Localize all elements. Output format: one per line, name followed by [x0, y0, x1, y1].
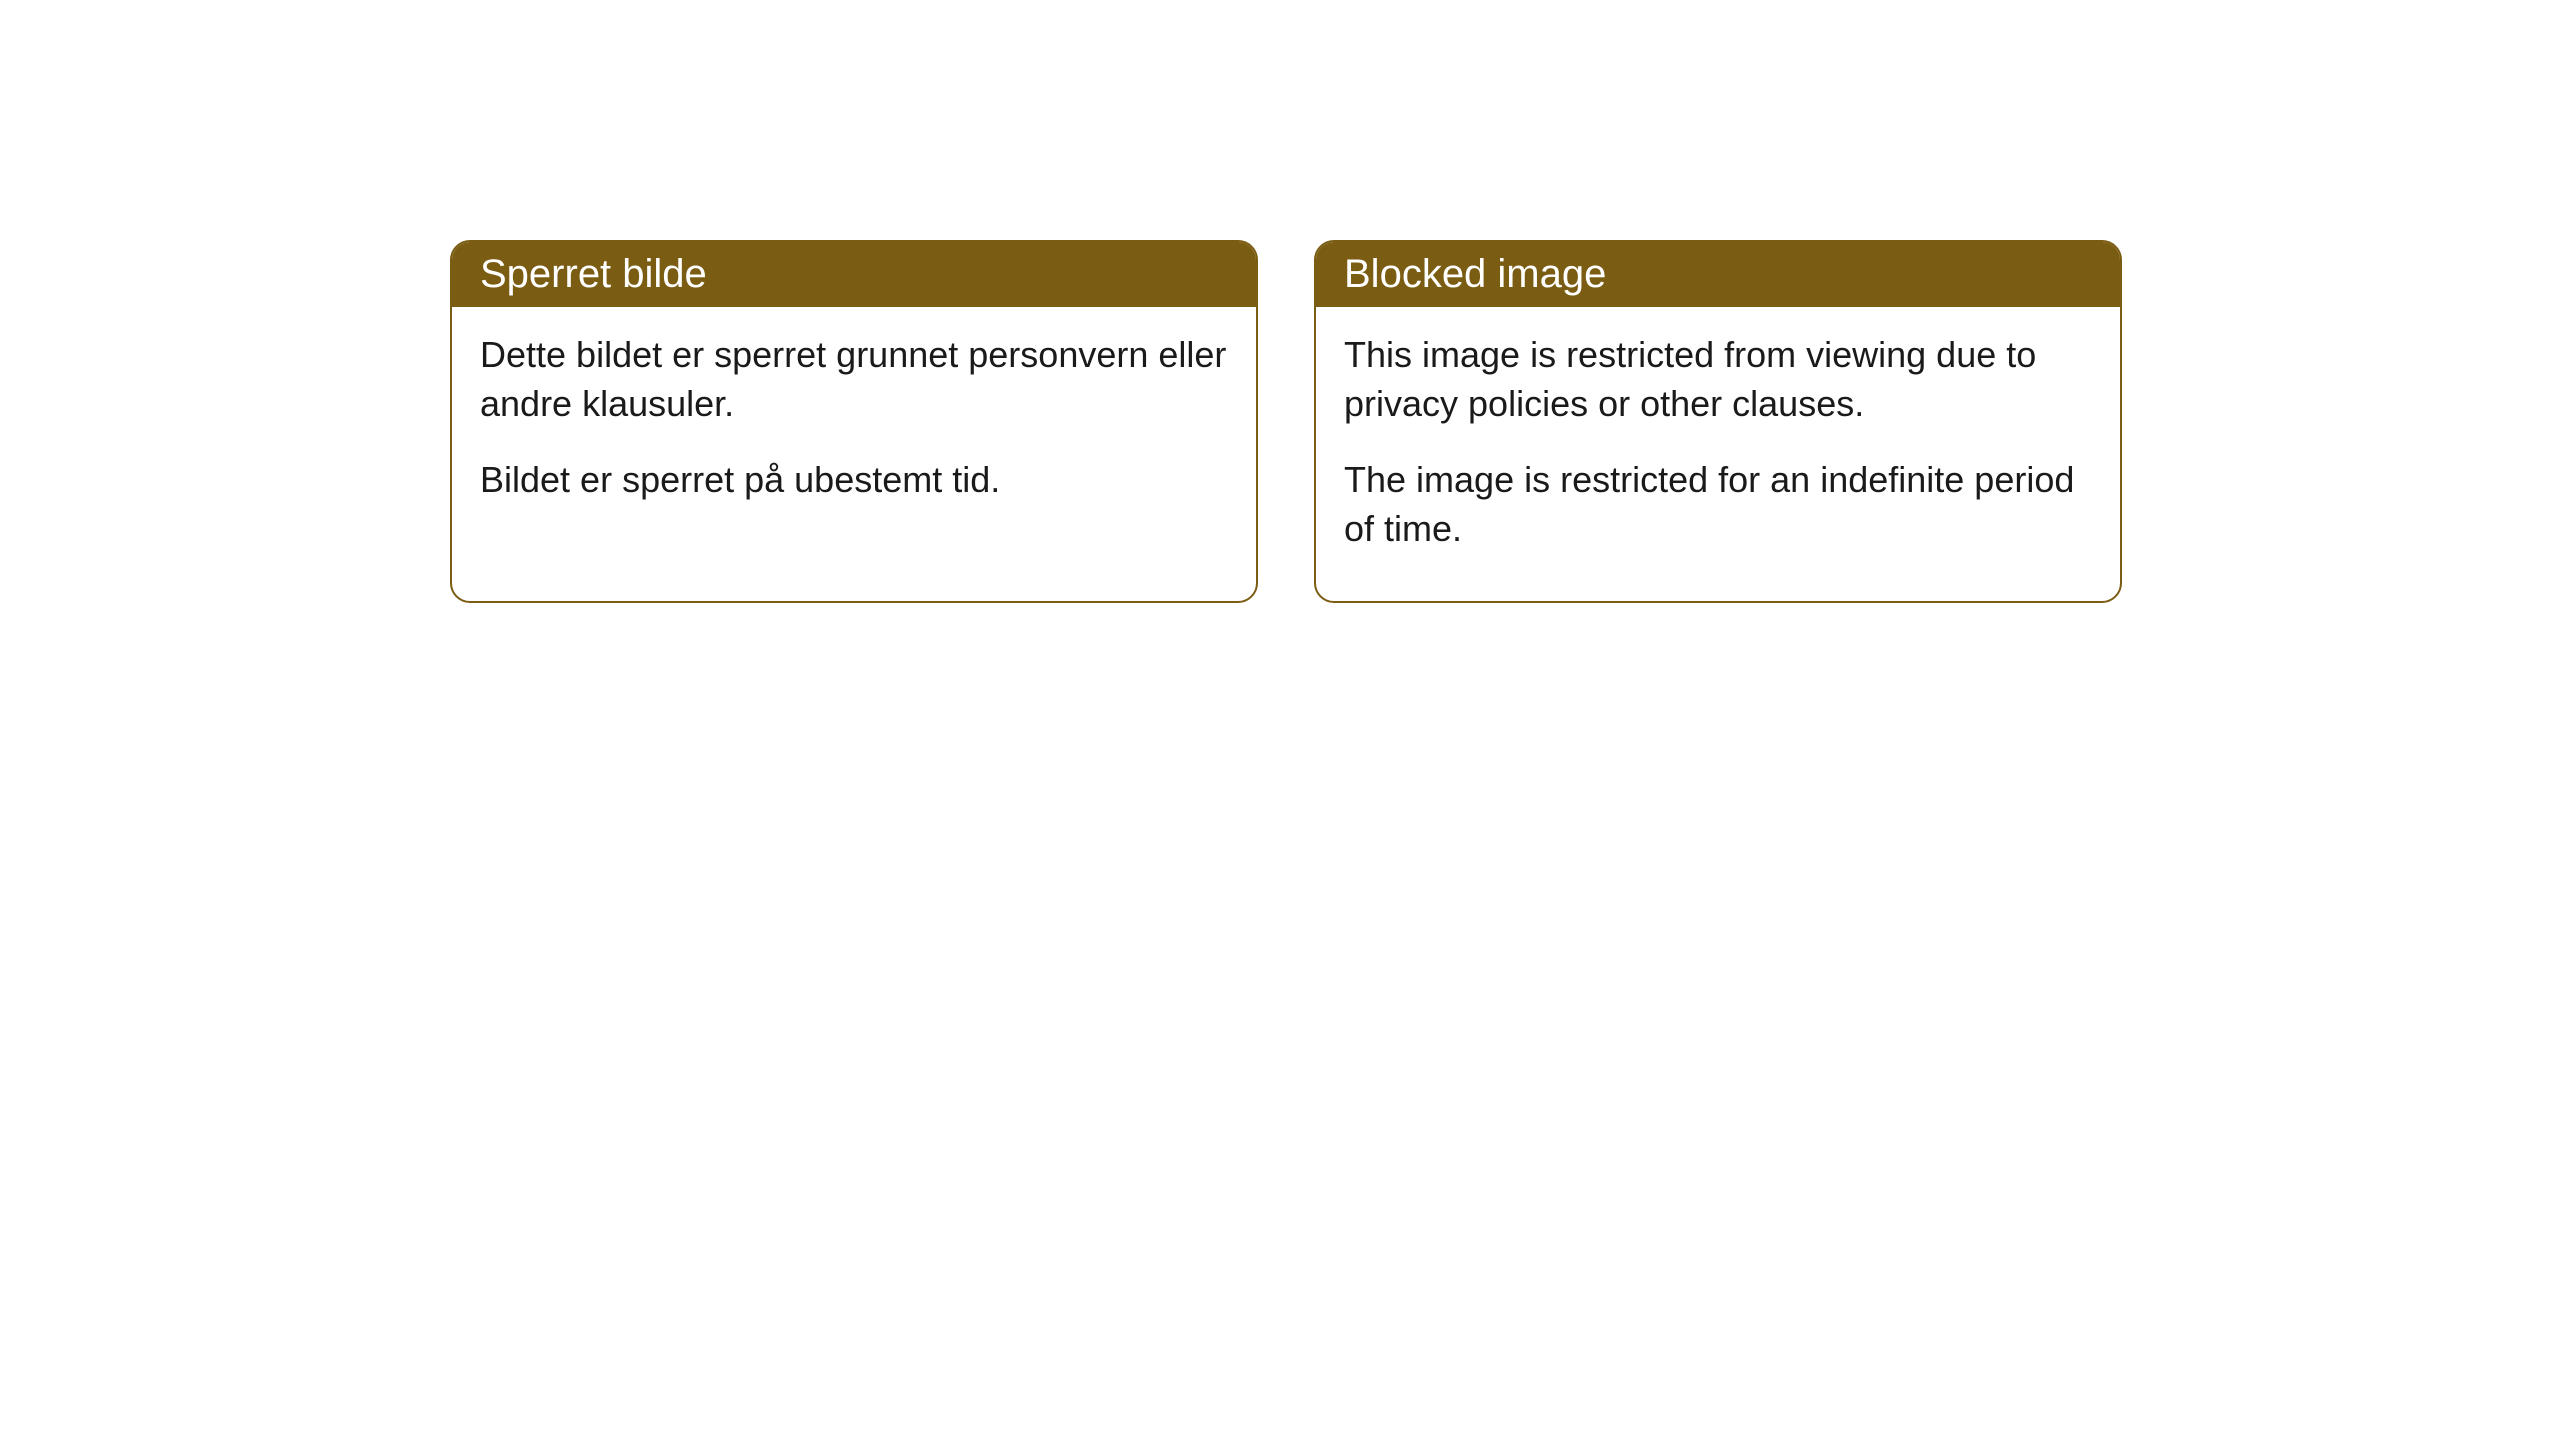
notice-card-norwegian: Sperret bilde Dette bildet er sperret gr… [450, 240, 1258, 603]
notice-cards-container: Sperret bilde Dette bildet er sperret gr… [450, 240, 2122, 603]
card-paragraph-2: The image is restricted for an indefinit… [1344, 456, 2092, 553]
card-title: Sperret bilde [480, 252, 707, 296]
card-paragraph-1: Dette bildet er sperret grunnet personve… [480, 331, 1228, 428]
card-title: Blocked image [1344, 252, 1606, 296]
notice-card-english: Blocked image This image is restricted f… [1314, 240, 2122, 603]
card-paragraph-1: This image is restricted from viewing du… [1344, 331, 2092, 428]
card-paragraph-2: Bildet er sperret på ubestemt tid. [480, 456, 1228, 505]
card-body-en: This image is restricted from viewing du… [1316, 307, 2120, 601]
card-body-no: Dette bildet er sperret grunnet personve… [452, 307, 1256, 553]
card-header-no: Sperret bilde [452, 242, 1256, 307]
card-header-en: Blocked image [1316, 242, 2120, 307]
